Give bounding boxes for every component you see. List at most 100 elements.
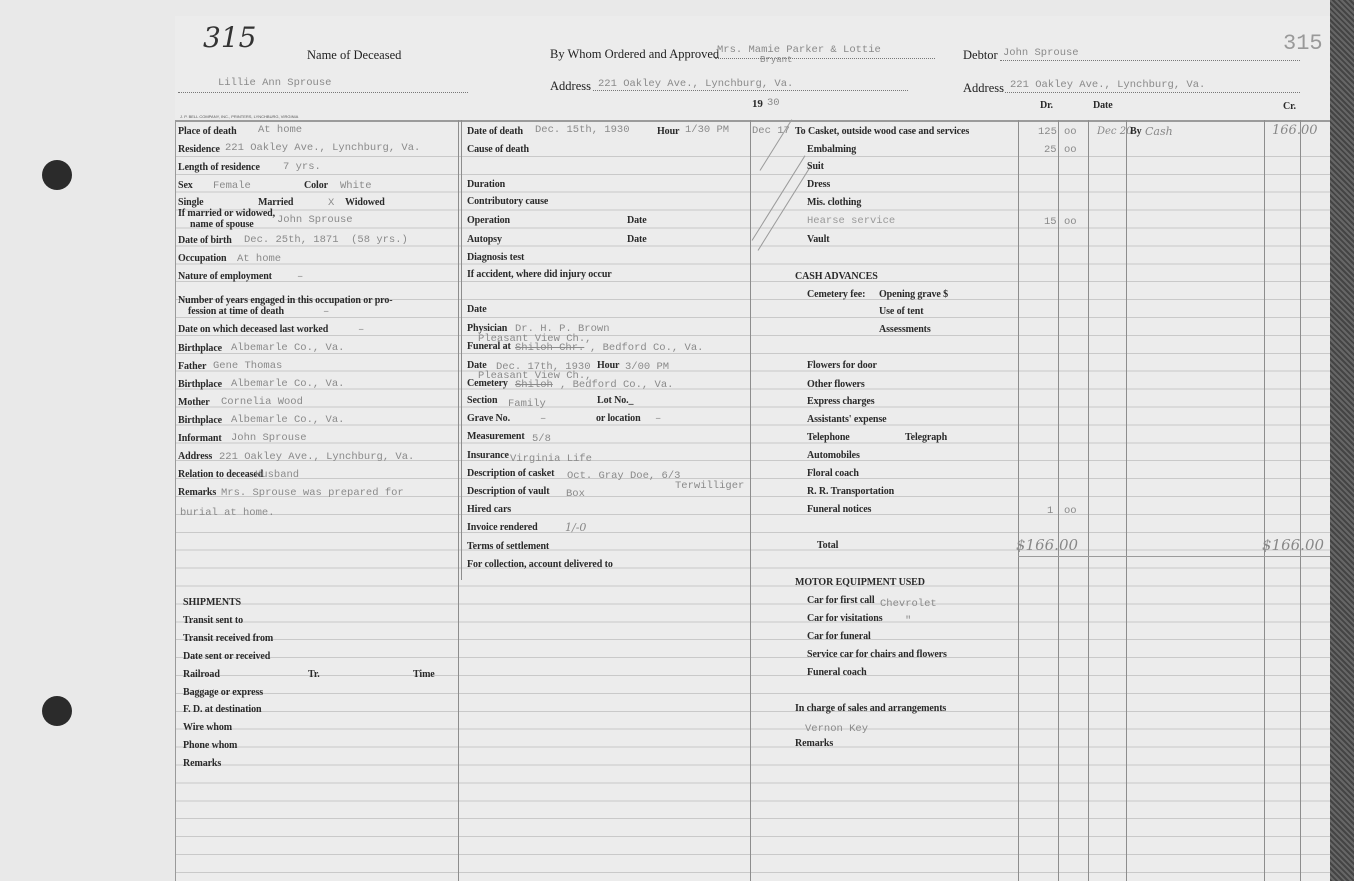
credit-amount: 166.00: [1272, 123, 1318, 138]
transit-sent-to-label: Transit sent to: [183, 615, 243, 626]
informant-address-label: Address: [178, 451, 213, 462]
funeral-date-label: Date: [467, 360, 487, 371]
telegraph-label: Telegraph: [905, 432, 948, 443]
widowed-label: Widowed: [345, 197, 385, 208]
years-engaged-label: Number of years engaged in this occupati…: [178, 295, 393, 306]
relation: Husband: [255, 469, 300, 481]
mother-birthplace: Albemarle Co., Va.: [231, 414, 345, 426]
length-of-residence-label: Length of residence: [178, 162, 260, 173]
residence: 221 Oakley Ave., Lynchburg, Va.: [225, 142, 421, 154]
funeral-hour: 3/00 PM: [625, 361, 670, 373]
motor-equipment-heading: MOTOR EQUIPMENT USED: [795, 577, 925, 588]
casket-label: Description of casket: [467, 468, 555, 479]
telephone-label: Telephone: [807, 432, 850, 443]
column-divider: [1300, 120, 1301, 881]
ledger-card: [175, 16, 1331, 881]
autopsy-date-label: Date: [627, 234, 647, 245]
vault-description: Box: [566, 488, 585, 500]
father: Gene Thomas: [213, 360, 283, 372]
occupation-label: Occupation: [178, 253, 227, 264]
location: –: [655, 413, 662, 425]
dotted-line: [1005, 92, 1300, 93]
funeral-hour-label: Hour: [597, 360, 620, 371]
funeral-at-label: Funeral at: [467, 341, 511, 352]
residence-label: Residence: [178, 144, 220, 155]
years-engaged-label-2: fession at time of death: [188, 306, 284, 317]
fd-destination-label: F. D. at destination: [183, 704, 262, 715]
married-label: Married: [258, 197, 294, 208]
debtor-address-label: Address: [963, 81, 1004, 95]
duration-label: Duration: [467, 179, 506, 190]
column-divider: [461, 120, 462, 580]
charge-embalming-label: Embalming: [807, 144, 857, 155]
autopsy-label: Autopsy: [467, 234, 502, 245]
first-call-car: Chevrolet: [880, 598, 937, 610]
sex-label: Sex: [178, 180, 193, 191]
operation-label: Operation: [467, 215, 510, 226]
last-worked: –: [358, 324, 365, 336]
flowers-door-label: Flowers for door: [807, 360, 877, 371]
insurance: Virginia Life: [510, 453, 592, 465]
hour-of-death-label: Hour: [657, 126, 680, 137]
charge-embalming-cents: oo: [1064, 144, 1077, 156]
place-of-death: At home: [258, 124, 303, 136]
mother-birthplace-label: Birthplace: [178, 415, 222, 426]
charge-casket-cents: oo: [1064, 126, 1077, 138]
physician: Dr. H. P. Brown: [515, 323, 610, 335]
floral-coach-label: Floral coach: [807, 468, 859, 479]
punch-hole: [42, 160, 72, 190]
charge-hearse-cents: oo: [1064, 216, 1077, 228]
page-number-stamp: 315: [1283, 31, 1323, 56]
handwritten-page-number: 315: [203, 21, 257, 54]
charge-clothing-label: Mis. clothing: [807, 197, 862, 208]
grave-label: Grave No.: [467, 413, 510, 424]
scan-edge: [1330, 0, 1354, 881]
color-label: Color: [304, 180, 328, 191]
mother-label: Mother: [178, 397, 210, 408]
credit-by-label: By: [1130, 126, 1142, 137]
marital-mark: X: [328, 197, 335, 209]
total-credit: $166.00: [1262, 536, 1325, 554]
column-divider: [750, 120, 751, 881]
location-label: or location: [596, 413, 641, 424]
spouse-label-2: name of spouse: [190, 219, 254, 230]
invoice: 1/-0: [565, 521, 587, 534]
rr-transport-label: R. R. Transportation: [807, 486, 895, 497]
remarks-label: Remarks: [178, 487, 217, 498]
charge-hearse-label: Hearse service: [807, 215, 896, 227]
color: White: [340, 180, 372, 192]
remarks: Mrs. Sprouse was prepared for: [221, 487, 404, 499]
column-divider: [458, 120, 459, 881]
transit-received-label: Transit received from: [183, 633, 274, 644]
funeral-place: , Bedford Co., Va.: [590, 342, 704, 354]
tr-label: Tr.: [308, 669, 320, 680]
casket-maker: Terwilliger: [675, 480, 745, 492]
year-prefix: 19: [752, 98, 763, 110]
measurement-label: Measurement: [467, 431, 525, 442]
column-divider: [1264, 120, 1265, 881]
shipments-heading: SHIPMENTS: [183, 597, 242, 608]
dr-header: Dr.: [1040, 100, 1053, 111]
in-charge: Vernon Key: [805, 723, 869, 735]
debtor: John Sprouse: [1003, 47, 1079, 59]
time-label: Time: [413, 669, 435, 680]
nature-of-employment-label: Nature of employment: [178, 271, 272, 282]
dotted-line: [178, 92, 468, 93]
in-charge-label: In charge of sales and arrangements: [795, 703, 947, 714]
ordered-address-label: Address: [550, 79, 591, 93]
phone-whom-label: Phone whom: [183, 740, 238, 751]
occupation: At home: [237, 253, 282, 265]
informant-label: Informant: [178, 433, 222, 444]
column-divider: [1088, 120, 1089, 881]
contributory-label: Contributory cause: [467, 196, 549, 207]
opening-grave-label: Opening grave $: [879, 289, 949, 300]
terms-label: Terms of settlement: [467, 541, 550, 552]
year: 30: [767, 97, 780, 109]
charge-casket-dollars: 125: [1038, 126, 1057, 138]
funeral-place-struck: Shiloh Chr.: [515, 342, 585, 354]
cemetery-label: Cemetery: [467, 378, 508, 389]
shipments-remarks-label: Remarks: [183, 758, 222, 769]
funeral-coach-label: Funeral coach: [807, 667, 867, 678]
dotted-line: [715, 58, 935, 59]
charge-casket-label: To Casket, outside wood case and service…: [795, 126, 970, 137]
